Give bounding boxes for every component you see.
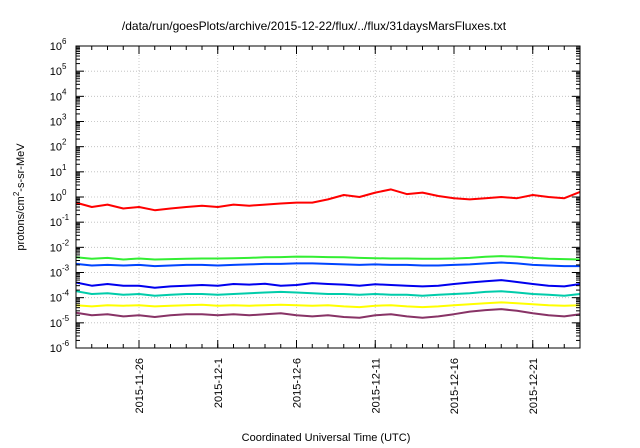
- y-tick-label-exp: -4: [62, 289, 70, 298]
- x-tick-label: 2015-11-26: [134, 358, 146, 413]
- y-tick-label: 10-2: [50, 238, 70, 254]
- y-tick-label: 102: [50, 138, 67, 154]
- y-tick-label-exp: 5: [62, 62, 67, 71]
- y-tick-label-base: 10: [50, 167, 62, 179]
- y-tick-label-base: 10: [50, 217, 62, 229]
- y-tick-label: 10-4: [50, 289, 70, 305]
- y-tick-label: 10-5: [50, 314, 70, 330]
- y-axis-label-post: -s-sr-MeV: [15, 143, 27, 192]
- series-line-1: [75, 188, 581, 212]
- y-tick-label-base: 10: [50, 268, 62, 280]
- x-tick-label: 2015-12-21: [528, 358, 540, 414]
- series-line-4: [75, 279, 581, 289]
- y-tick-label-base: 10: [50, 293, 62, 305]
- y-tick-label-exp: -2: [62, 238, 70, 247]
- y-axis-label-sup: 2: [12, 191, 21, 196]
- y-tick-label-base: 10: [50, 343, 62, 355]
- series-group: [75, 188, 581, 319]
- y-tick-label-exp: -1: [62, 213, 70, 222]
- x-tick-label: 2015-12-16: [449, 358, 461, 414]
- y-tick-label-exp: 6: [62, 37, 67, 46]
- y-tick-label-exp: 3: [62, 113, 67, 122]
- y-tick-label: 104: [50, 87, 67, 103]
- series-line-6: [75, 301, 581, 309]
- y-axis-label: protons/cm2-s-sr-MeV: [12, 143, 27, 251]
- grid: [76, 46, 580, 348]
- x-tick-label: 2015-12-11: [370, 358, 382, 413]
- y-tick-label: 103: [50, 113, 67, 129]
- x-tick-label: 2015-12-6: [292, 358, 304, 408]
- ticks: [75, 45, 581, 349]
- y-tick-label: 100: [50, 188, 67, 204]
- y-tick-label: 101: [50, 163, 67, 179]
- y-tick-label-exp: -6: [62, 339, 70, 348]
- y-axis-label-pre: protons/cm: [15, 196, 27, 250]
- x-axis-label: Coordinated Universal Time (UTC): [242, 432, 411, 444]
- y-tick-label-base: 10: [50, 91, 62, 103]
- y-tick-label-base: 10: [50, 242, 62, 254]
- y-tick-label-exp: 2: [62, 138, 67, 147]
- series-line-5: [75, 290, 581, 297]
- y-tick-label-exp: 1: [62, 163, 67, 172]
- y-tick-label-exp: 0: [62, 188, 67, 197]
- y-tick-label-base: 10: [50, 318, 62, 330]
- x-tick-labels: 2015-11-26 2015-12-1 2015-12-6 2015-12-11 20…: [134, 358, 540, 414]
- y-tick-labels: 10-610-510-410-310-210-11001011021031041…: [50, 37, 70, 355]
- y-tick-label-base: 10: [50, 117, 62, 129]
- series-line-2: [75, 255, 581, 261]
- series-line-7: [75, 308, 581, 319]
- chart-title: /data/run/goesPlots/archive/2015-12-22/f…: [122, 19, 507, 33]
- y-tick-label-base: 10: [50, 66, 62, 78]
- y-tick-label-exp: -5: [62, 314, 70, 323]
- y-tick-label: 10-3: [50, 264, 70, 280]
- y-tick-label: 105: [50, 62, 67, 78]
- y-tick-label-base: 10: [50, 192, 62, 204]
- y-tick-label: 10-1: [50, 213, 70, 229]
- y-tick-label-base: 10: [50, 142, 62, 154]
- y-tick-label-exp: -3: [62, 264, 70, 273]
- y-tick-label: 10-6: [50, 339, 70, 355]
- series-line-3: [75, 261, 580, 268]
- y-tick-label-exp: 4: [62, 87, 67, 96]
- x-tick-label: 2015-12-1: [213, 358, 225, 408]
- y-tick-label-base: 10: [50, 41, 62, 53]
- y-tick-label: 106: [50, 37, 67, 53]
